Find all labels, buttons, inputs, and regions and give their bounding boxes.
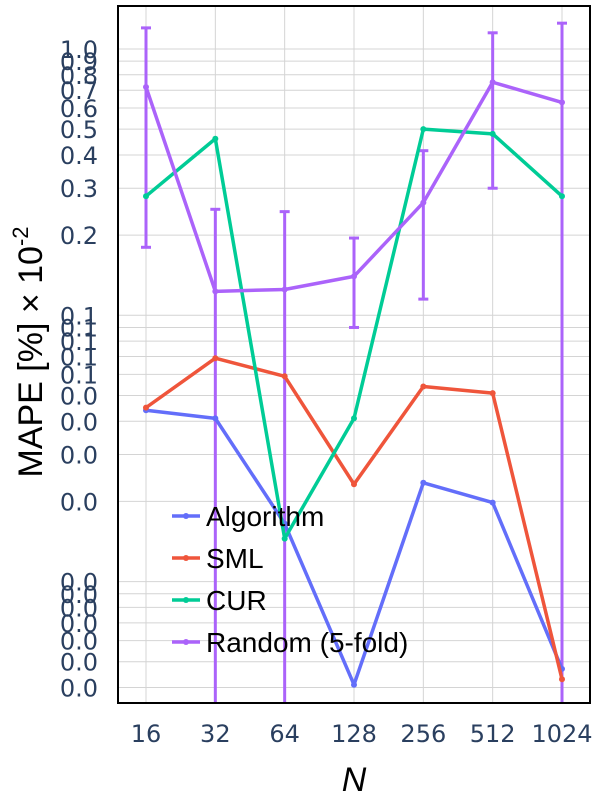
x-tick-label: 512 (470, 720, 516, 748)
legend-swatch-marker (183, 597, 189, 603)
x-tick-label: 16 (131, 720, 162, 748)
tick-layer: 0.00.00.00.00.00.00.00.00.00.00.00.10.10… (60, 36, 593, 748)
y-axis-title-main: MAPE [%] × 10 (12, 246, 50, 478)
legend-swatch-marker (183, 513, 189, 519)
data-point (489, 499, 496, 506)
data-point (143, 193, 149, 200)
data-point (559, 676, 565, 683)
data-point (420, 383, 427, 390)
x-tick-label: 1024 (531, 720, 592, 748)
y-tick-label: 0.0 (60, 382, 98, 410)
y-tick-label: 0.0 (60, 442, 98, 470)
grid-layer (118, 6, 590, 703)
y-tick-label: 0.0 (60, 569, 98, 597)
legend-label: CUR (206, 585, 267, 616)
x-tick-label: 64 (269, 720, 300, 748)
data-point (281, 286, 288, 293)
data-point (212, 415, 219, 422)
data-point (559, 99, 565, 106)
y-tick-label: 0.2 (60, 222, 98, 250)
data-point (489, 390, 496, 397)
y-tick-label: 0.1 (60, 302, 98, 330)
y-tick-label: 0.1 (60, 361, 98, 389)
data-point (420, 479, 427, 486)
x-tick-label: 32 (200, 720, 231, 748)
data-point (143, 83, 149, 90)
legend-swatch-marker (183, 555, 189, 561)
y-tick-label: 0.0 (60, 594, 98, 622)
y-tick-label: 0.0 (60, 408, 98, 436)
data-point (351, 481, 357, 488)
y-tick-label: 0.0 (60, 488, 98, 516)
data-point (281, 373, 288, 380)
y-tick-label: 0.1 (60, 314, 98, 342)
data-point (212, 355, 219, 362)
data-point (281, 535, 288, 542)
plot-frame (117, 5, 591, 704)
y-axis-title-exponent: -2 (8, 226, 33, 246)
data-point (420, 199, 427, 206)
legend-swatch-marker (183, 639, 189, 645)
x-tick-label: 128 (331, 720, 377, 748)
legend: Algorithm SML CUR Random (5-fold) (172, 501, 408, 658)
y-tick-label: 1.0 (60, 36, 98, 64)
y-tick-label: 0.8 (60, 62, 98, 90)
y-tick-label: 0.6 (60, 95, 98, 123)
data-point (351, 415, 357, 422)
data-point (212, 135, 219, 142)
y-tick-label: 0.9 (60, 48, 98, 76)
data-point (420, 126, 427, 133)
legend-label: Random (5-fold) (206, 627, 408, 658)
legend-label: Algorithm (206, 501, 324, 532)
data-point (351, 273, 357, 280)
data-point (212, 288, 219, 295)
y-tick-label: 0.1 (60, 328, 98, 356)
data-point (559, 193, 565, 200)
data-point (351, 681, 357, 688)
y-tick-label: 0.0 (60, 675, 98, 703)
y-tick-label: 0.0 (60, 610, 98, 638)
y-tick-label: 0.0 (60, 581, 98, 609)
errorbar-layer (141, 21, 567, 703)
data-point (489, 79, 496, 86)
x-axis-title: N (342, 761, 367, 799)
series-layer (143, 79, 565, 688)
y-tick-label: 0.3 (60, 175, 98, 203)
y-tick-label: 0.5 (60, 116, 98, 144)
legend-label: SML (206, 543, 264, 574)
y-tick-label: 0.7 (60, 77, 98, 105)
x-tick-label: 256 (400, 720, 446, 748)
data-point (489, 130, 496, 137)
y-tick-label: 0.0 (60, 649, 98, 677)
y-tick-label: 0.4 (60, 142, 98, 170)
y-tick-label: 0.0 (60, 628, 98, 656)
data-point (143, 404, 149, 411)
y-axis-title: MAPE [%] × 10-2 (8, 226, 50, 477)
y-tick-label: 0.1 (60, 344, 98, 372)
